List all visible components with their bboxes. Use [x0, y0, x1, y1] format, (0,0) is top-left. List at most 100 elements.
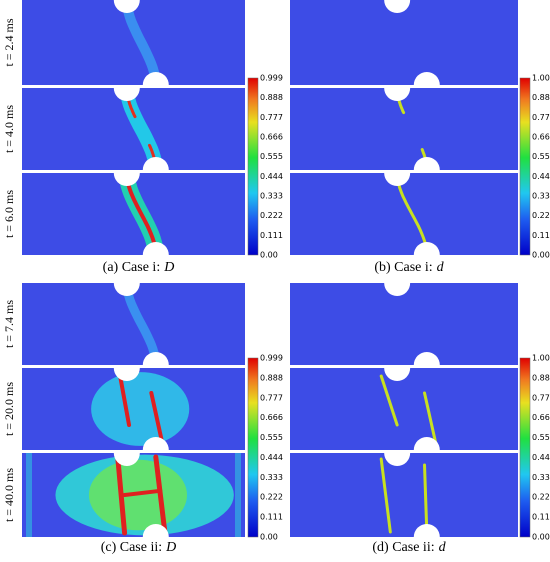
field	[113, 283, 169, 365]
colorbar-tick-label: 0.666	[260, 413, 283, 422]
caption-variable: D	[163, 260, 174, 275]
field	[379, 453, 440, 537]
crack	[423, 463, 429, 534]
support	[413, 72, 440, 85]
colorbar-tick-label: 0.889	[532, 93, 550, 102]
edge-damage	[235, 453, 241, 537]
field	[91, 368, 190, 450]
caption-text: (c) Case ii:	[101, 540, 162, 555]
contour-image	[22, 283, 245, 365]
colorbar-tick-label: 0.444	[260, 172, 283, 181]
panel: 1.00 0.889 0.778 0.667 0.556 0.444 0.333 0.222 0…	[290, 283, 550, 555]
time-label: t = 7.4 ms	[2, 300, 16, 348]
colorbar-tick-label: 0.888	[260, 373, 283, 382]
colorbar-tick-label: 0.333	[260, 192, 283, 201]
contour-image	[290, 0, 518, 85]
colorbar-tick-label: 0.333	[532, 192, 550, 201]
contour-image	[22, 173, 245, 255]
contour-image	[22, 453, 245, 537]
crack	[379, 457, 392, 534]
panel: t = 7.4 ms t = 20.0 ms t = 40.0 ms 0.999 0.8…	[2, 283, 283, 555]
field	[113, 0, 169, 85]
field	[384, 173, 440, 255]
colorbar-tick-label: 0.00	[260, 533, 278, 542]
colorbar-tick-label: 0.222	[260, 211, 283, 220]
field	[384, 283, 440, 365]
support	[384, 283, 411, 296]
colorbar-tick-label: 0.556	[532, 152, 550, 161]
domain	[22, 283, 245, 365]
colorbar-tick-label: 0.222	[260, 493, 283, 502]
support	[113, 283, 140, 296]
colorbar-tick-label: 0.111	[532, 513, 550, 522]
colorbar-tick-label: 0.111	[260, 231, 283, 240]
crack	[122, 283, 161, 365]
field	[113, 173, 169, 255]
colorbar-tick-label: 0.444	[532, 172, 550, 181]
colorbar-tick-label: 0.667	[532, 133, 550, 142]
support	[384, 88, 411, 101]
support	[113, 0, 140, 13]
field	[379, 368, 440, 450]
support	[113, 368, 140, 381]
panel: t = 2.4 ms t = 4.0 ms t = 6.0 ms 0.999 0.888…	[2, 0, 283, 275]
support	[142, 157, 169, 170]
support	[142, 242, 169, 255]
colorbar-tick-label: 0.777	[260, 113, 283, 122]
caption-text: (d) Case ii:	[372, 540, 434, 555]
domain	[290, 283, 518, 365]
colorbar-tick-label: 1.00	[532, 354, 550, 363]
contour-image	[290, 368, 518, 450]
domain	[290, 0, 518, 85]
colorbar-tick-label: 0.777	[260, 393, 283, 402]
support	[413, 437, 440, 450]
caption-variable: d	[439, 540, 447, 555]
colorbar-tick-label: 0.00	[260, 251, 278, 260]
crack	[153, 454, 168, 534]
crack	[122, 488, 163, 497]
field	[26, 453, 241, 537]
colorbar-tick-label: 0.333	[532, 473, 550, 482]
support	[113, 453, 140, 466]
support	[384, 453, 411, 466]
colorbar-tick-label: 0.999	[260, 354, 283, 363]
colorbar-tick-label: 0.222	[532, 493, 550, 502]
colorbar-tick-label: 0.111	[260, 513, 283, 522]
panel: 1.00 0.889 0.778 0.667 0.556 0.444 0.333 0.222 0…	[290, 0, 550, 275]
contour-image	[290, 283, 518, 365]
caption: (b) Case i: d	[374, 260, 444, 275]
colorbar-tick-label: 0.333	[260, 473, 283, 482]
caption: (d) Case ii: d	[372, 540, 446, 555]
time-label: t = 40.0 ms	[2, 468, 16, 522]
contour-image	[290, 453, 518, 537]
contour-image	[22, 368, 245, 450]
colorbar-tick-label: 0.888	[260, 93, 283, 102]
caption: (c) Case ii: D	[101, 540, 177, 555]
caption-text: (b) Case i:	[374, 260, 432, 275]
contour-image	[290, 173, 518, 255]
domain	[290, 173, 518, 255]
colorbar-tick-label: 0.889	[532, 373, 550, 382]
colorbar-tick-label: 1.00	[532, 74, 550, 83]
colorbar-tick-label: 0.555	[260, 433, 283, 442]
support	[413, 524, 440, 537]
colorbar-tick-label: 0.778	[532, 113, 550, 122]
support	[384, 173, 411, 186]
caption-variable: D	[165, 540, 176, 555]
colorbar-tick-label: 0.222	[532, 211, 550, 220]
time-label: t = 2.4 ms	[2, 18, 16, 66]
colorbar-tick-label: 0.555	[260, 152, 283, 161]
colorbar-tick-label: 0.111	[532, 231, 550, 240]
domain	[290, 368, 518, 450]
support	[413, 352, 440, 365]
time-label: t = 6.0 ms	[2, 190, 16, 238]
crack	[395, 175, 429, 254]
support	[384, 0, 411, 13]
support	[113, 88, 140, 101]
caption-text: (a) Case i:	[103, 260, 161, 275]
field	[384, 88, 440, 170]
colorbar	[247, 357, 259, 538]
field	[384, 0, 440, 85]
support	[142, 524, 169, 537]
